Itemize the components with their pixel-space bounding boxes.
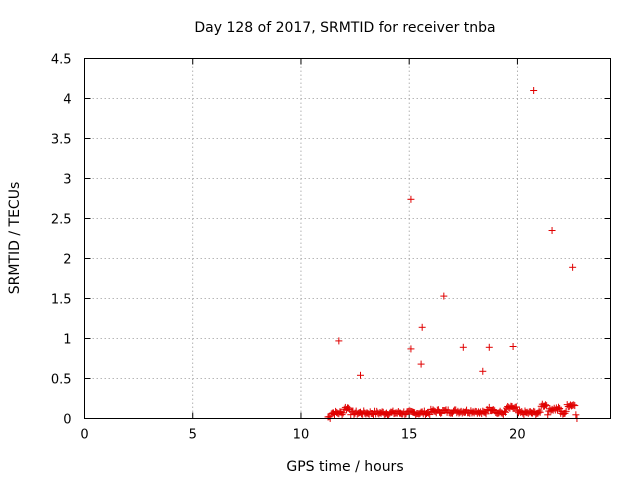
y-tick-label: 2.5: [51, 213, 72, 228]
x-tick-label: 20: [509, 428, 526, 443]
x-tick-label: 10: [293, 428, 310, 443]
plot-frame: [84, 58, 611, 419]
y-tick-label: 0.5: [51, 373, 72, 388]
y-tick-label: 0: [63, 413, 71, 428]
data-point-band: [555, 403, 563, 411]
data-point: [417, 360, 425, 368]
y-tick-label: 3.5: [51, 133, 72, 148]
data-point-band: [570, 401, 578, 409]
data-point-band: [339, 409, 347, 417]
data-point-band: [535, 407, 543, 415]
data-point: [509, 343, 517, 350]
y-tick-label: 4.5: [51, 53, 72, 68]
data-point: [440, 292, 448, 300]
data-point: [485, 343, 493, 351]
y-tick-label: 1.5: [51, 293, 72, 308]
grid-lines: [84, 58, 611, 419]
data-point: [479, 367, 487, 375]
data-point-band: [502, 408, 510, 416]
y-tick-labels: 0 0.5 1 1.5 2 2.5 3 3.5 4 4.5: [51, 53, 72, 428]
x-tick-labels: 0 5 10 15 20: [80, 428, 525, 443]
data-point-band: [536, 408, 544, 416]
data-point: [407, 195, 415, 203]
data-point: [530, 87, 538, 94]
data-point-band: [338, 411, 346, 419]
x-tick-label: 0: [80, 428, 88, 443]
data-point: [459, 343, 467, 351]
data-point: [407, 345, 415, 353]
y-tick-label: 2: [63, 253, 71, 268]
x-tick-label: 15: [401, 428, 418, 443]
data-point-band: [542, 401, 550, 409]
x-tick-label: 5: [189, 428, 197, 443]
data-points: [324, 87, 581, 422]
data-point-band: [544, 411, 552, 419]
x-axis-label: GPS time / hours: [286, 459, 403, 475]
y-tick-label: 1: [63, 333, 71, 348]
data-point: [548, 227, 556, 234]
data-point: [356, 371, 364, 379]
axis-ticks: [84, 58, 611, 419]
y-tick-label: 3: [63, 173, 71, 188]
data-point: [418, 323, 426, 331]
data-point-band: [571, 402, 579, 410]
data-point-band: [572, 411, 580, 419]
y-tick-label: 4: [63, 93, 71, 108]
data-point-band: [512, 403, 520, 411]
data-point-band: [543, 402, 551, 410]
data-point-band: [345, 404, 353, 412]
data-point: [335, 337, 343, 345]
chart-title: Day 128 of 2017, SRMTID for receiver tnb…: [194, 20, 495, 36]
data-point: [569, 263, 577, 271]
data-point-band: [425, 409, 433, 417]
data-point-band: [562, 407, 570, 415]
y-axis-label: SRMTID / TECUs: [7, 182, 23, 295]
